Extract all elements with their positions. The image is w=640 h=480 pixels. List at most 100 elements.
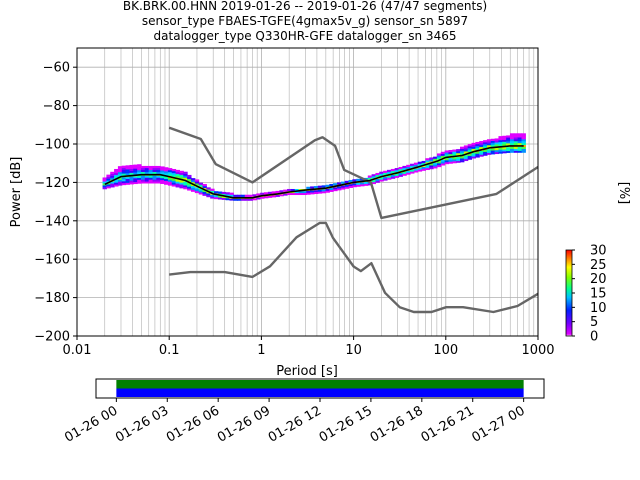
- psd-cell: [106, 174, 111, 177]
- psd-cell: [410, 165, 415, 168]
- psd-cell: [375, 174, 380, 178]
- psd-cell: [490, 152, 496, 155]
- psd-cell: [425, 167, 430, 171]
- psd-cell: [367, 175, 373, 178]
- psd-cell: [194, 187, 200, 190]
- psd-cell: [483, 140, 488, 143]
- psd-cell: [152, 177, 157, 180]
- colorbar-tick-label: 5: [590, 315, 598, 330]
- psd-cell: [302, 190, 307, 194]
- psd-cell: [417, 163, 423, 166]
- psd-cell: [137, 175, 142, 178]
- psd-cell: [502, 147, 507, 150]
- psd-cell: [517, 139, 523, 142]
- psd-cell: [490, 148, 496, 151]
- psd-cell: [494, 149, 500, 153]
- psd-cell: [509, 150, 515, 153]
- psd-cell: [506, 143, 511, 146]
- psd-cell: [410, 163, 415, 166]
- psd-cell: [129, 178, 134, 181]
- psd-cell: [506, 137, 511, 140]
- psd-cell: [429, 165, 434, 168]
- psd-cell: [183, 175, 188, 178]
- psd-cell: [452, 161, 457, 164]
- psd-cell: [229, 192, 234, 195]
- psd-cell: [206, 193, 211, 196]
- psd-cell: [156, 167, 161, 171]
- psd-cell: [198, 184, 204, 187]
- psd-cell: [140, 175, 146, 178]
- psd-cell: [386, 169, 392, 173]
- psd-cell: [463, 151, 469, 154]
- psd-cell: [167, 169, 173, 173]
- psd-cell: [229, 194, 234, 197]
- psd-cell: [471, 146, 476, 149]
- psd-cell: [244, 198, 250, 201]
- psd-cell: [486, 148, 492, 152]
- psd-cell: [436, 161, 442, 164]
- colorbar-tick-label: 30: [590, 244, 607, 259]
- psd-cell: [164, 171, 169, 174]
- psd-cell: [267, 191, 273, 194]
- psd-cell: [171, 168, 177, 172]
- psd-cell: [152, 179, 157, 182]
- psd-cell: [467, 144, 473, 147]
- psd-cell: [456, 158, 461, 161]
- psd-cell: [506, 148, 511, 152]
- psd-cell: [125, 176, 131, 180]
- psd-cell: [413, 170, 419, 173]
- psd-cell: [340, 185, 346, 188]
- psd-cell: [190, 180, 196, 183]
- psd-cell: [110, 177, 115, 180]
- psd-cell: [133, 179, 138, 183]
- psd-cell: [160, 181, 165, 184]
- psd-cell: [498, 141, 503, 145]
- psd-cell: [221, 195, 227, 198]
- psd-cell: [125, 171, 131, 174]
- psd-cell: [129, 170, 134, 173]
- psd-cell: [402, 173, 407, 176]
- psd-cell: [467, 153, 473, 156]
- psd-cell: [175, 181, 180, 184]
- psd-cell: [325, 184, 330, 187]
- psd-cell: [117, 171, 123, 175]
- colorbar-tick-label: 20: [590, 272, 607, 287]
- psd-cell: [475, 141, 480, 145]
- psd-cell: [121, 171, 127, 174]
- psd-cell: [433, 166, 438, 169]
- psd-cell: [479, 154, 484, 157]
- psd-cell: [463, 145, 469, 148]
- psd-cell: [198, 188, 204, 191]
- psd-cell: [183, 185, 188, 188]
- psd-cell: [140, 177, 146, 180]
- psd-cell: [140, 169, 146, 172]
- psd-cell: [271, 195, 277, 198]
- psd-cell: [460, 156, 465, 159]
- psd-cell: [167, 168, 173, 171]
- psd-cell: [152, 171, 157, 174]
- psd-cell: [129, 172, 134, 175]
- psd-cell: [390, 176, 396, 179]
- psd-cell: [467, 146, 473, 149]
- psd-cell: [394, 169, 400, 173]
- psd-cell: [171, 180, 177, 183]
- psd-cell: [467, 157, 473, 160]
- psd-cell: [448, 150, 453, 153]
- psd-cell: [121, 177, 127, 180]
- psd-cell: [287, 188, 292, 192]
- y-tick-label: −200: [34, 330, 70, 345]
- psd-cell: [386, 177, 392, 180]
- psd-cell: [494, 142, 500, 145]
- psd-cell: [144, 167, 150, 171]
- psd-cell: [333, 188, 338, 192]
- psd-cell: [275, 190, 280, 194]
- psd-cell: [117, 169, 123, 173]
- psd-cell: [506, 139, 511, 142]
- psd-cell: [210, 196, 215, 199]
- psd-cell: [498, 143, 503, 147]
- psd-cell: [187, 182, 192, 185]
- psd-cell: [156, 181, 161, 184]
- psd-cell: [129, 168, 134, 171]
